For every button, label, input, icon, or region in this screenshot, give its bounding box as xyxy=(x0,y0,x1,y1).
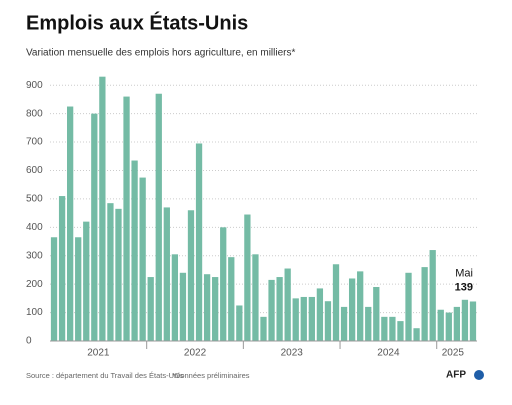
bar xyxy=(139,177,146,341)
bar xyxy=(324,301,332,341)
value-label: 139 xyxy=(455,281,473,293)
bar xyxy=(179,272,187,341)
bar xyxy=(212,277,219,341)
bar xyxy=(437,309,444,341)
bar xyxy=(445,312,452,341)
bar xyxy=(357,271,364,341)
bar xyxy=(107,203,114,341)
bar xyxy=(429,250,436,341)
x-tick-label: 2021 xyxy=(87,348,110,359)
bar xyxy=(195,143,203,341)
bar xyxy=(50,237,58,341)
x-tick-label: 2024 xyxy=(377,348,400,359)
bar xyxy=(228,257,235,341)
bar xyxy=(155,93,162,341)
bar xyxy=(308,296,315,341)
note: *Données préliminaires xyxy=(172,371,250,380)
bar xyxy=(413,328,420,341)
bar xyxy=(123,96,130,341)
bar xyxy=(75,237,82,341)
bar xyxy=(276,277,283,341)
bar xyxy=(115,208,122,341)
y-tick-label: 0 xyxy=(26,336,32,347)
bar xyxy=(91,113,98,341)
bar xyxy=(58,196,66,341)
y-tick-label: 100 xyxy=(26,307,43,318)
bar xyxy=(365,306,372,341)
bar xyxy=(260,316,267,341)
bar xyxy=(131,160,138,341)
bar xyxy=(66,106,74,342)
y-tick-label: 500 xyxy=(26,194,43,205)
bar xyxy=(83,221,90,341)
chart-title: Emplois aux États-Unis xyxy=(26,11,248,34)
bar xyxy=(453,306,461,341)
y-tick-label: 200 xyxy=(26,279,43,290)
bar xyxy=(469,301,477,341)
bar xyxy=(220,227,227,341)
bar xyxy=(405,272,412,341)
y-tick-label: 700 xyxy=(26,137,43,148)
bar xyxy=(421,267,428,341)
bar xyxy=(389,316,396,341)
x-tick-label: 2023 xyxy=(281,348,304,359)
bar xyxy=(381,316,388,341)
y-tick-label: 600 xyxy=(26,165,43,176)
y-tick-label: 800 xyxy=(26,108,43,119)
bar xyxy=(244,214,251,341)
bar xyxy=(292,298,299,341)
bar xyxy=(163,207,170,341)
bar xyxy=(300,296,307,341)
bar xyxy=(99,76,106,342)
x-tick-label: 2025 xyxy=(442,348,465,359)
bar xyxy=(284,268,291,341)
bar xyxy=(268,279,275,341)
y-tick-label: 300 xyxy=(26,250,43,261)
bar xyxy=(461,299,469,341)
y-tick-label: 400 xyxy=(26,222,43,233)
source: Source : département du Travail des État… xyxy=(26,371,184,380)
bar xyxy=(316,288,324,341)
logo: AFP xyxy=(446,370,466,381)
chart-subtitle: Variation mensuelle des emplois hors agr… xyxy=(26,48,295,59)
bar xyxy=(171,254,179,341)
bar xyxy=(252,254,259,341)
bar xyxy=(187,210,195,341)
bar xyxy=(348,278,356,341)
bar xyxy=(332,264,340,341)
bar xyxy=(373,287,380,341)
bar xyxy=(203,274,211,341)
y-tick-label: 900 xyxy=(26,80,43,91)
annotation: Mai xyxy=(455,267,473,279)
bar xyxy=(147,277,154,341)
logo-dot xyxy=(474,370,484,380)
bar xyxy=(397,321,404,341)
bar xyxy=(340,306,348,341)
x-tick-label: 2022 xyxy=(184,348,207,359)
bar xyxy=(236,305,243,341)
